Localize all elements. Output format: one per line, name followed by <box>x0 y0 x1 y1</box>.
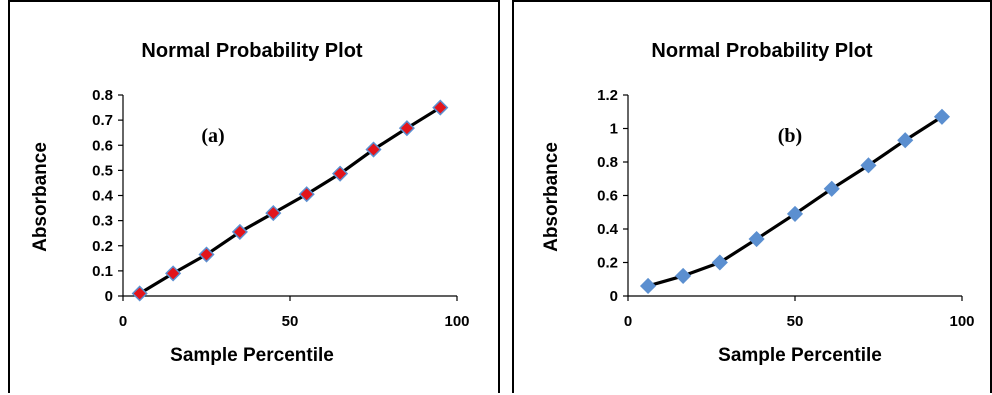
chart-b-data-point <box>639 277 657 295</box>
chart-b-xtick-label: 50 <box>787 313 804 330</box>
chart-a-ylabel: Absorbance <box>30 142 51 252</box>
chart-b-data-point <box>786 205 804 222</box>
chart-a-series-line <box>138 106 442 295</box>
chart-a-xtick-label: 100 <box>444 313 469 330</box>
chart-b-ylabel: Absorbance <box>541 142 562 252</box>
chart-a-ytick-label: 0 <box>105 288 113 305</box>
chart-a-data-point <box>198 246 215 263</box>
chart-panel-b: Normal Probability Plot (b) Sample Perce… <box>512 0 992 393</box>
chart-b-xtick-label: 100 <box>949 313 974 330</box>
chart-b-ytick-label: 0.2 <box>597 255 618 272</box>
chart-b-data-point <box>897 132 914 149</box>
chart-b-xlabel: Sample Percentile <box>718 345 882 366</box>
chart-a-data-point <box>365 141 382 158</box>
chart-a-data-point <box>332 165 349 182</box>
chart-a-ytick-label: 0.7 <box>92 112 113 129</box>
chart-a-data-point <box>298 186 315 203</box>
chart-b-ytick-label: 0.4 <box>597 221 619 238</box>
chart-a-title: Normal Probability Plot <box>141 40 362 62</box>
chart-b-ytick-label: 0 <box>610 288 618 305</box>
chart-a-ytick-label: 0.8 <box>92 87 113 104</box>
chart-b-data-point <box>860 157 877 174</box>
chart-a-data-point <box>131 285 148 302</box>
chart-a-data-point <box>398 120 415 137</box>
chart-a-ytick-label: 0.2 <box>92 238 113 255</box>
chart-b-data-point <box>823 180 840 197</box>
chart-a-xlabel: Sample Percentile <box>170 345 334 366</box>
chart-a-xtick-label: 0 <box>119 313 127 330</box>
chart-b-data-point <box>675 267 692 284</box>
chart-b-ytick-label: 1.2 <box>597 87 618 104</box>
chart-a-xtick-label: 50 <box>282 313 299 330</box>
chart-a-data-point <box>265 205 282 222</box>
chart-a-data-point <box>231 223 248 240</box>
chart-b-ytick-label: 1 <box>610 121 618 138</box>
chart-a-ytick-label: 0.1 <box>92 263 113 280</box>
chart-a-data-point <box>432 99 449 116</box>
chart-b-data-point <box>748 230 765 248</box>
chart-b-annotation: (b) <box>778 125 802 147</box>
chart-a-data-point <box>165 265 182 282</box>
chart-a-ytick-label: 0.6 <box>92 137 113 154</box>
chart-b-svg: Normal Probability Plot (b) Sample Perce… <box>541 40 975 366</box>
chart-b-ytick-label: 0.8 <box>597 154 618 171</box>
chart-a-svg: Normal Probability Plot (a) Sample Perce… <box>30 40 470 366</box>
chart-b-ytick-label: 0.6 <box>597 188 618 205</box>
chart-a-annotation: (a) <box>201 125 224 147</box>
chart-a-ytick-label: 0.5 <box>92 162 113 179</box>
chart-a-ytick-label: 0.3 <box>92 213 113 230</box>
chart-b-title: Normal Probability Plot <box>651 40 872 62</box>
chart-b-xtick-label: 0 <box>624 313 632 330</box>
chart-panel-a: Normal Probability Plot (a) Sample Perce… <box>8 0 500 393</box>
chart-b-data-point <box>711 254 728 271</box>
chart-b-data-point <box>933 108 951 125</box>
chart-a-ytick-label: 0.4 <box>92 188 114 205</box>
